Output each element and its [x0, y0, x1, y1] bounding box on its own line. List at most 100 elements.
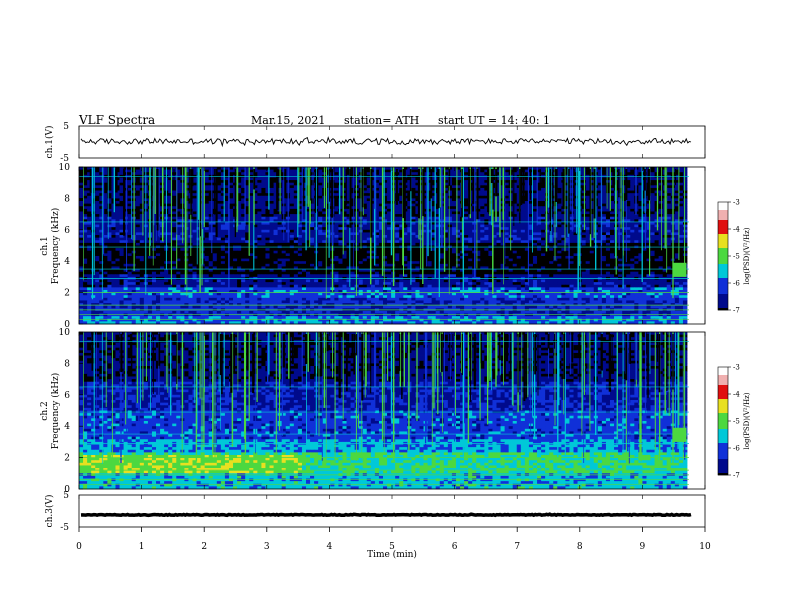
spectrogram-cell — [626, 169, 631, 173]
spectrogram-cell — [228, 240, 234, 244]
spectrogram-cell — [626, 195, 631, 199]
spectrogram-cell — [139, 232, 145, 236]
spectrogram-cell — [237, 229, 242, 233]
spectrogram-cell — [455, 169, 461, 173]
spectrogram-cell — [192, 221, 197, 225]
spectrogram-cell — [626, 180, 631, 184]
spectrogram-cell — [520, 167, 526, 171]
spectrogram-cell — [516, 198, 522, 202]
spectrogram-cell — [228, 177, 234, 181]
spectrogram-cell — [447, 216, 453, 220]
spectrogram-cell — [427, 185, 433, 189]
spectrogram-cell — [581, 198, 587, 202]
spectrogram-cell — [91, 229, 96, 233]
spectrogram-cell — [537, 195, 542, 199]
spectrogram-cell — [557, 201, 562, 205]
spectrogram-cell — [237, 167, 242, 171]
spectrogram-cell — [374, 216, 380, 220]
spectrogram-cell — [650, 235, 655, 239]
spectrogram-cell — [541, 237, 546, 241]
spectrogram-cell — [127, 214, 133, 218]
spectrogram-cell — [297, 232, 303, 236]
spectrogram-cell — [99, 185, 104, 189]
spectrogram-cell — [557, 193, 562, 197]
spectrogram-cell — [366, 193, 372, 197]
spectrogram-cell — [618, 167, 623, 171]
spectrogram-cell — [464, 219, 469, 223]
spectrogram-cell — [642, 221, 647, 225]
spectrogram-cell — [318, 193, 323, 197]
spectrogram-cell — [277, 227, 283, 231]
spectrogram-cell — [500, 229, 505, 233]
spectrogram-cell — [176, 172, 181, 176]
spectrogram-cell — [156, 237, 161, 241]
spectrogram-cell — [342, 198, 347, 202]
spectrogram-cell — [342, 172, 347, 176]
spectrogram-cell — [545, 190, 550, 194]
spectrogram-cell — [87, 172, 92, 176]
spectrogram-cell — [172, 248, 177, 252]
spectrogram-cell — [464, 211, 469, 215]
spectrogram-cell — [224, 195, 230, 199]
spectrogram-cell — [609, 208, 615, 212]
spectrogram-cell — [99, 177, 104, 181]
spectrogram-cell — [220, 190, 226, 194]
spectrogram-cell — [411, 177, 416, 181]
spectrogram-cell — [257, 229, 262, 233]
spectrogram-cell — [597, 193, 603, 197]
spectrogram-cell — [451, 185, 457, 189]
spectrogram-cell — [249, 169, 254, 173]
spectrogram-cell — [537, 206, 542, 210]
spectrogram-cell — [253, 177, 258, 181]
spectrogram-cell — [216, 169, 222, 173]
spectrogram-cell — [618, 185, 623, 189]
spectrogram-cell — [273, 229, 279, 233]
spectrogram-cell — [634, 237, 639, 241]
spectrogram-cell — [569, 177, 574, 181]
spectrogram-cell — [216, 248, 222, 252]
spectrogram-cell — [500, 248, 505, 252]
spectrogram-cell — [249, 216, 254, 220]
spectrogram-cell — [484, 177, 489, 181]
spectrogram-cell — [176, 185, 181, 189]
spectrogram-cell — [289, 167, 295, 171]
spectrogram-cell — [480, 250, 485, 254]
spectrogram-cell — [618, 195, 623, 199]
spectrogram-cell — [553, 224, 558, 228]
spectrogram-cell — [447, 208, 453, 212]
spectrogram-cell — [569, 221, 574, 225]
spectrogram-cell — [245, 201, 250, 205]
spectrogram-cell — [553, 237, 558, 241]
spectrogram-cell — [618, 211, 623, 215]
spectrogram-cell — [91, 214, 96, 218]
spectrogram-cell — [245, 180, 250, 184]
spectrogram-cell — [674, 203, 680, 207]
spectrogram-cell — [273, 185, 279, 189]
spectrogram-cell — [119, 216, 124, 220]
spectrogram-cell — [139, 242, 145, 246]
spectrogram-cell — [220, 198, 226, 202]
spectrogram-cell — [678, 229, 684, 233]
spectrogram-cell — [419, 169, 424, 173]
spectrogram-cell — [387, 167, 392, 171]
spectrogram-cell — [650, 195, 655, 199]
spectrogram-cell — [658, 190, 664, 194]
spectrogram-cell — [512, 240, 518, 244]
spectrogram-cell — [451, 187, 457, 191]
spectrogram-cell — [504, 203, 510, 207]
spectrogram-cell — [654, 201, 660, 205]
spectrogram-cell — [682, 187, 688, 191]
spectrogram-cell — [658, 248, 664, 252]
spectrogram-cell — [634, 216, 639, 220]
spectrogram-cell — [228, 201, 234, 205]
spectrogram-cell — [585, 195, 591, 199]
spectrogram-cell — [135, 201, 141, 205]
spectrogram-cell — [366, 187, 372, 191]
spectrogram-cell — [504, 193, 510, 197]
spectrogram-cell — [520, 198, 526, 202]
spectrogram-cell — [362, 185, 368, 189]
spectrogram-cell — [301, 190, 307, 194]
spectrogram-cell — [516, 240, 522, 244]
spectrogram-cell — [682, 229, 688, 233]
